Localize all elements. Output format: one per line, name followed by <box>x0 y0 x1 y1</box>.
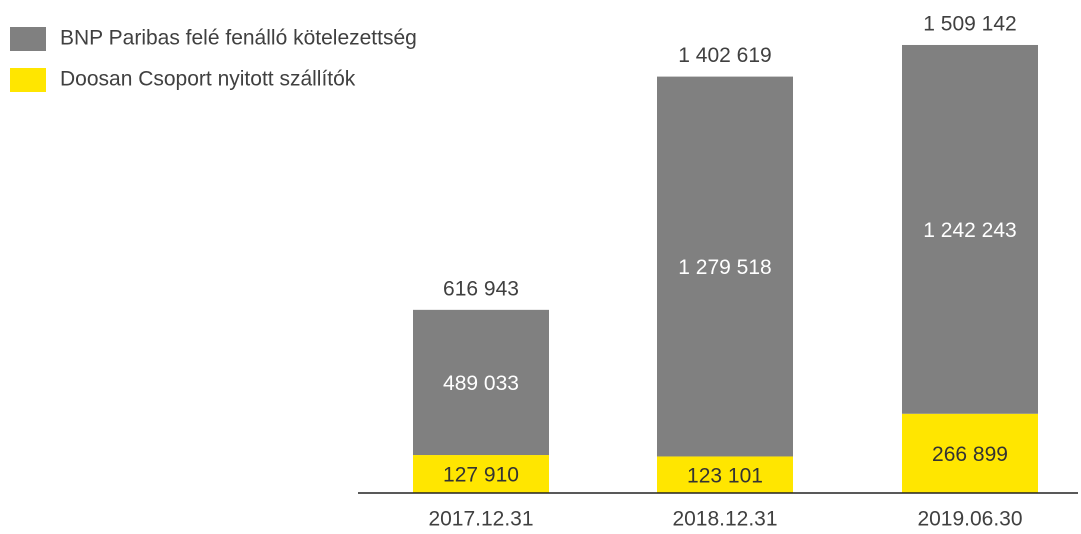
bar-segment <box>657 456 793 493</box>
total-label: 1 402 619 <box>678 44 771 67</box>
bar-segment <box>413 309 549 456</box>
legend-swatch <box>10 68 46 92</box>
legend-label: Doosan Csoport nyitott szállítók <box>60 68 356 91</box>
bar-segment <box>902 44 1038 414</box>
value-label: 127 910 <box>443 464 519 487</box>
value-label: 489 033 <box>443 372 519 395</box>
value-label: 1 279 518 <box>678 256 771 279</box>
bar-segment <box>413 455 549 493</box>
total-label: 1 509 142 <box>923 13 1016 36</box>
legend-swatch <box>10 27 46 51</box>
x-tick-label: 2019.06.30 <box>917 508 1022 531</box>
bar-segment <box>902 413 1038 493</box>
value-label: 123 101 <box>687 464 763 487</box>
total-label: 616 943 <box>443 277 519 300</box>
value-label: 266 899 <box>932 443 1008 466</box>
x-tick-label: 2017.12.31 <box>428 508 533 531</box>
legend-label: BNP Paribas felé fenálló kötelezettség <box>60 27 417 50</box>
x-tick-label: 2018.12.31 <box>672 508 777 531</box>
bar-segment <box>657 76 793 457</box>
value-label: 1 242 243 <box>923 219 1016 242</box>
